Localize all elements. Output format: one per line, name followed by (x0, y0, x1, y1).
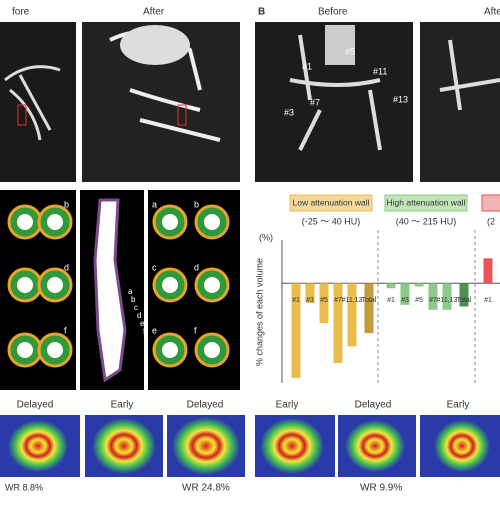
segment-lumen (17, 342, 33, 358)
bar (459, 283, 469, 307)
category-label: #5 (415, 297, 423, 304)
bar (333, 283, 343, 364)
segment-letter: d (137, 311, 141, 320)
segment-letter: f (194, 325, 197, 335)
bar (400, 283, 410, 305)
washout: WR 24.8% (182, 483, 230, 494)
segment-letter: f (143, 327, 146, 336)
category-label: #5 (320, 297, 328, 304)
vessel-label: #5 (345, 46, 355, 56)
category-label: #11,13 (342, 297, 363, 304)
heatmaps (0, 415, 500, 477)
scan-label: Early (276, 400, 299, 411)
bar (305, 283, 315, 304)
segment-lumen (204, 214, 220, 230)
segment-letter: b (131, 295, 136, 304)
segment-letter: b (194, 199, 199, 209)
scan-label: Delayed (355, 400, 392, 411)
segment-lumen (204, 342, 220, 358)
segment-letter: a (128, 287, 133, 296)
vessel-label: #11 (373, 66, 387, 76)
category-label: Total (362, 297, 377, 304)
image-label: Before (318, 7, 348, 18)
vessel-label: #7 (310, 97, 320, 107)
segment-letter: e (152, 325, 157, 335)
image-label: After (143, 7, 165, 18)
segment-letter: b (64, 199, 69, 209)
category-label: #11,13 (437, 297, 458, 304)
category-label: #1 (387, 297, 395, 304)
scan-label: Early (111, 400, 134, 411)
segment-lumen (162, 277, 178, 293)
group-name: High attenuation wall (387, 197, 466, 207)
vessel-label: #13 (393, 94, 408, 104)
segment-lumen (162, 342, 178, 358)
segment-letter: d (64, 262, 69, 272)
segment-lumen (47, 277, 63, 293)
bar (483, 258, 493, 284)
bar (291, 283, 301, 379)
image-label: fore (12, 7, 30, 18)
bar (428, 283, 438, 310)
scan-label: Delayed (17, 400, 54, 411)
segment-lumen (47, 214, 63, 230)
segment-lumen (162, 214, 178, 230)
y-label: % changes of each volume (254, 258, 264, 366)
bar (442, 283, 452, 310)
group-range: (-25 ～ 40 HU) (302, 216, 361, 226)
segment-lumen (17, 277, 33, 293)
image-label: Afte (484, 7, 500, 18)
segment-letter: a (152, 199, 157, 209)
group-range: (2 (487, 216, 495, 226)
segment-lumen (47, 342, 63, 358)
group-header (289, 194, 373, 212)
bar (414, 283, 424, 287)
bar (364, 283, 374, 334)
category-label: #7 (429, 297, 437, 304)
category-label: #1 (484, 297, 492, 304)
bar (386, 283, 396, 289)
scan-label: Delayed (187, 400, 224, 411)
panel-letter: B (258, 7, 265, 18)
segment-letter: f (64, 325, 67, 335)
segment-lumen (17, 214, 33, 230)
bar (347, 283, 357, 347)
group-header (384, 194, 468, 212)
category-label: #1 (292, 297, 300, 304)
category-label: #3 (306, 297, 314, 304)
group-name: Low attenuation wall (292, 197, 369, 207)
angiograms (0, 22, 500, 182)
segment-lumen (204, 277, 220, 293)
vessel-label: #1 (302, 61, 312, 71)
segment-letter: c (152, 262, 157, 272)
washout: WR 9.9% (360, 483, 402, 494)
scan-label: Early (447, 400, 470, 411)
y-unit: (%) (259, 232, 273, 242)
category-label: #3 (401, 297, 409, 304)
bar (319, 283, 329, 324)
segment-letter: d (194, 262, 199, 272)
segment-letter: e (140, 319, 145, 328)
category-label: #7 (334, 297, 342, 304)
category-label: Total (457, 297, 472, 304)
washout: WR 8.8% (5, 482, 43, 492)
group-header (481, 194, 500, 212)
group-range: (40 ～ 215 HU) (396, 216, 457, 226)
segment-letter: c (134, 303, 138, 312)
vessel-label: #3 (284, 107, 294, 117)
